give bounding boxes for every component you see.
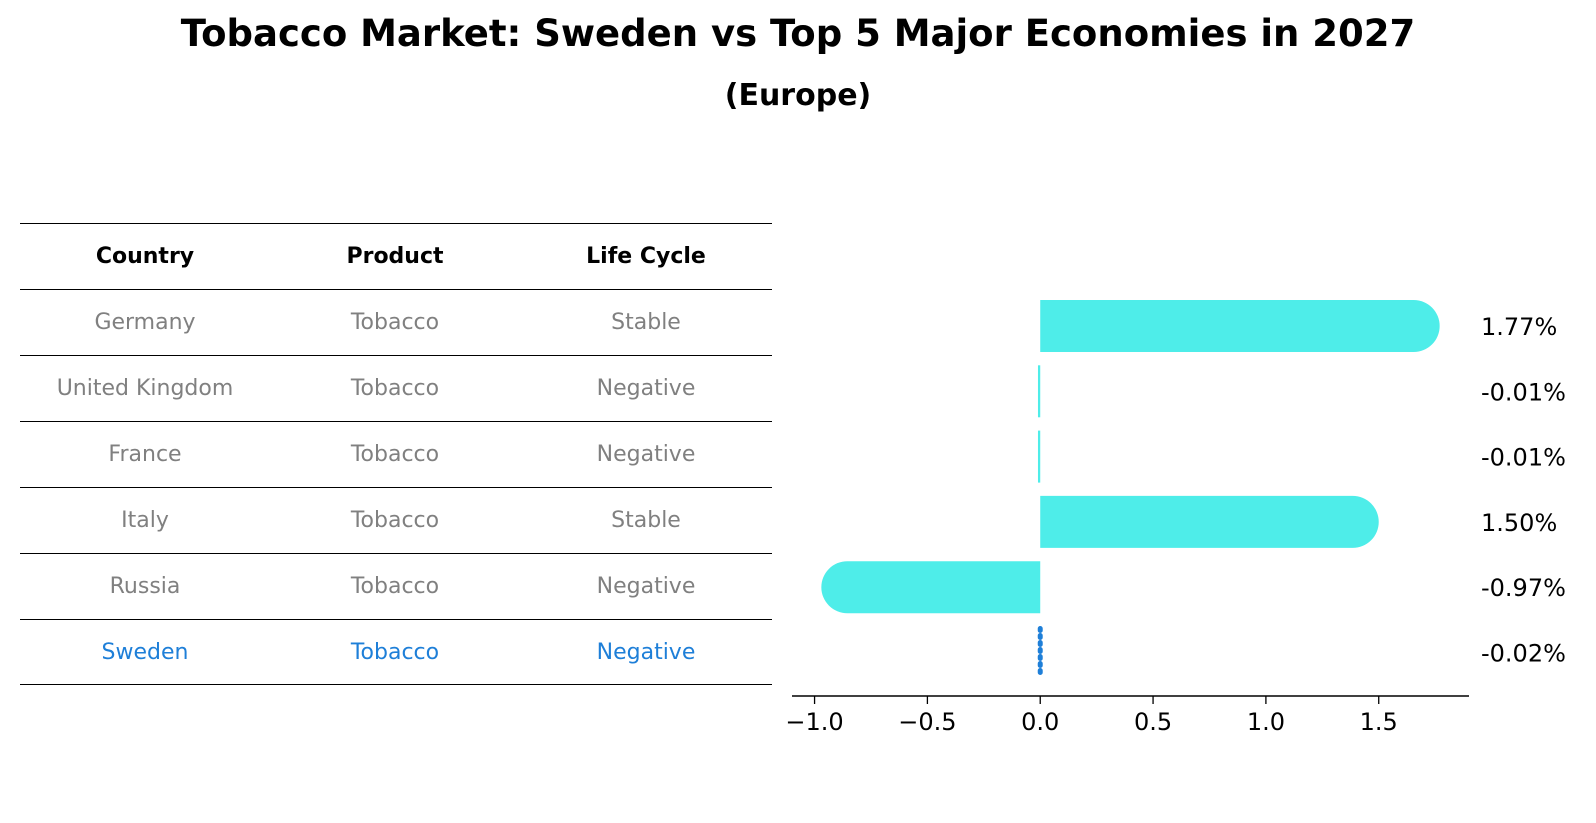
- table-row: Germany Tobacco Stable: [20, 289, 772, 355]
- value-label: 1.77%: [1481, 313, 1557, 341]
- value-label: -0.01%: [1481, 378, 1566, 406]
- cell-country: United Kingdom: [56, 376, 234, 401]
- bar-russia: [821, 561, 1041, 614]
- cell-country: Sweden: [101, 639, 189, 665]
- cell-product: Tobacco: [350, 639, 440, 665]
- table-header-row: Country Product Life Cycle: [20, 223, 772, 289]
- value-label: -0.01%: [1481, 444, 1566, 472]
- cell-country: Italy: [121, 508, 169, 533]
- cell-life-cycle: Stable: [611, 310, 681, 335]
- bar-italy: [1040, 495, 1379, 548]
- cell-life-cycle: Negative: [596, 639, 696, 665]
- value-label: -0.02%: [1481, 640, 1566, 668]
- cell-life-cycle: Negative: [596, 442, 696, 467]
- x-tick-label: 1.5: [1360, 708, 1398, 736]
- chart-subtitle: (Europe): [724, 78, 872, 113]
- table-row: France Tobacco Negative: [20, 421, 772, 487]
- value-label: 1.50%: [1481, 509, 1557, 537]
- cell-product: Tobacco: [350, 574, 440, 599]
- table-row: United Kingdom Tobacco Negative: [20, 355, 772, 421]
- bar-france: [1037, 430, 1041, 483]
- bar-united-kingdom: [1037, 365, 1041, 418]
- x-tick-label: 0.5: [1134, 708, 1172, 736]
- cell-life-cycle: Negative: [596, 376, 696, 401]
- header-product: Product: [346, 244, 444, 269]
- data-table: Country Product Life Cycle Germany Tobac…: [20, 223, 772, 685]
- table-row: Italy Tobacco Stable: [20, 487, 772, 553]
- x-tick-label: 1.0: [1247, 708, 1285, 736]
- cell-product: Tobacco: [350, 376, 440, 401]
- cell-country: Russia: [109, 574, 181, 599]
- x-tick-label: −1.0: [785, 708, 843, 736]
- x-tick-label: 0.0: [1021, 708, 1059, 736]
- cell-product: Tobacco: [350, 508, 440, 533]
- cell-product: Tobacco: [350, 442, 440, 467]
- chart-title: Tobacco Market: Sweden vs Top 5 Major Ec…: [180, 12, 1416, 55]
- header-country: Country: [95, 244, 195, 269]
- cell-product: Tobacco: [350, 310, 440, 335]
- cell-life-cycle: Negative: [596, 574, 696, 599]
- cell-life-cycle: Stable: [611, 508, 681, 533]
- table-row: Russia Tobacco Negative: [20, 553, 772, 619]
- cell-country: France: [108, 442, 182, 467]
- header-life-cycle: Life Cycle: [586, 244, 706, 269]
- value-label: -0.97%: [1481, 574, 1566, 602]
- table-row-highlighted: Sweden Tobacco Negative: [20, 619, 772, 685]
- x-tick-label: −0.5: [898, 708, 956, 736]
- cell-country: Germany: [94, 310, 196, 335]
- bar-germany: [1040, 300, 1440, 352]
